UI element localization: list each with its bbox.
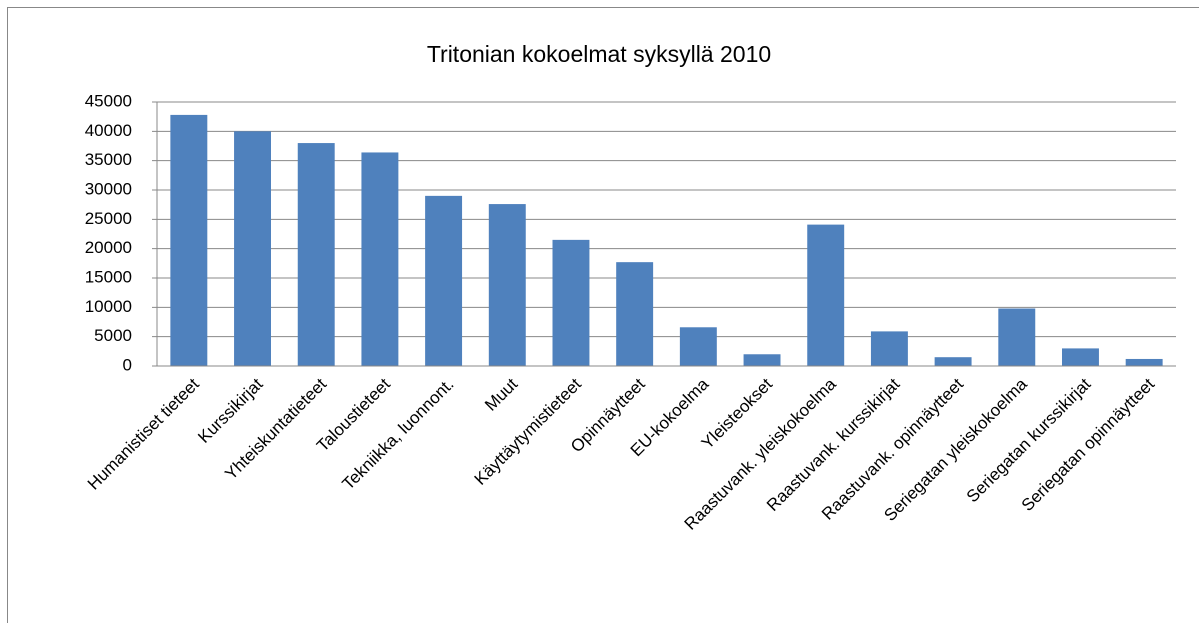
bar [361,152,399,366]
bar [679,327,717,366]
y-tick-label: 25000 [85,209,132,228]
y-tick-label: 5000 [94,326,132,345]
x-tick-label: Muut [481,374,521,414]
y-tick-label: 35000 [85,150,132,169]
bar [998,308,1036,366]
x-tick-label: Seriegatan kurssikirjat [963,374,1095,506]
x-tick-label: Seriegatan opinnäytteet [1018,374,1159,515]
chart-border [7,7,1199,623]
bar [870,331,908,366]
bar [807,224,845,366]
bar [234,131,272,366]
y-tick-label: 10000 [85,297,132,316]
x-tick-label: Käyttäytymistieteet [471,374,586,489]
bar [1061,348,1099,366]
bar [743,354,781,366]
chart-title: Tritonian kokoelmat syksyllä 2010 [427,41,771,67]
y-tick-label: 30000 [85,179,132,198]
bar [297,143,335,366]
y-tick-label: 20000 [85,238,132,257]
bar [934,357,972,366]
y-tick-label: 15000 [85,267,132,286]
y-tick-label: 0 [123,355,132,374]
x-tick-label: Humanistiset tieteet [84,374,203,493]
bar [1125,358,1163,366]
x-tick-label: Tekniikka, luonnont. [339,375,458,494]
y-tick-label: 40000 [85,121,132,140]
bar [552,239,590,366]
bar [425,195,463,366]
bar [488,204,526,366]
bar [170,114,208,366]
y-tick-label: 45000 [85,91,132,110]
bar [616,262,654,366]
